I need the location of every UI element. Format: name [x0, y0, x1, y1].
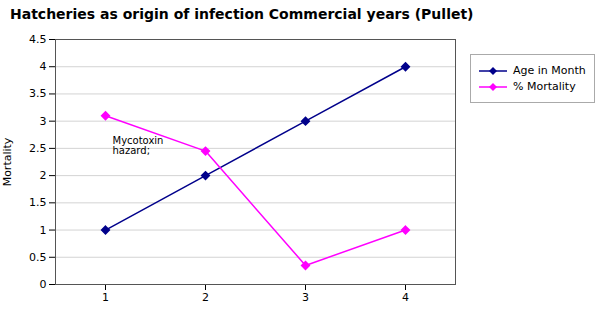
svg-text:3.5: 3.5	[29, 87, 47, 100]
svg-text:4: 4	[40, 60, 47, 73]
svg-text:4: 4	[402, 291, 409, 304]
html-text:Age in Month: Age in Month	[513, 64, 586, 77]
svg-text:Mortality: Mortality	[1, 137, 14, 186]
html-text:Hatcheries as origin of infect: Hatcheries as origin of infection Commer…	[10, 6, 474, 22]
svg-text:3: 3	[302, 291, 309, 304]
svg-text:Mycotoxinhazard;: Mycotoxinhazard;	[113, 135, 164, 156]
svg-text:2: 2	[40, 169, 47, 182]
svg-text:1: 1	[102, 291, 109, 304]
html-text:% Mortality: % Mortality	[513, 80, 576, 93]
svg-text:0.5: 0.5	[29, 251, 47, 264]
svg-text:1.5: 1.5	[29, 196, 47, 209]
svg-text:1: 1	[40, 224, 47, 237]
svg-text:4.5: 4.5	[29, 33, 47, 46]
svg-text:0: 0	[40, 278, 47, 291]
svg-text:2: 2	[202, 291, 209, 304]
svg-text:3: 3	[40, 115, 47, 128]
svg-text:2.5: 2.5	[29, 142, 47, 155]
